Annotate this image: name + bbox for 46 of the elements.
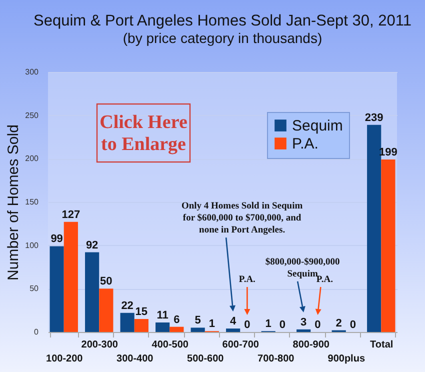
x-tick-label: 400-500: [152, 340, 189, 350]
data-label: 239: [364, 112, 384, 124]
x-tick-label: 800-900: [292, 340, 330, 350]
y-tick-label: 0: [34, 328, 40, 336]
data-label: 0: [314, 319, 321, 331]
y-tick-label: 250: [25, 110, 40, 120]
data-label: 3: [300, 316, 307, 328]
y-tick-label: 50: [30, 284, 40, 294]
annotation: Only 4 Homes Sold in Sequim for $600,000 to $700,000, and none in Port Angeles.: [182, 202, 303, 236]
data-label: 0: [350, 319, 356, 331]
data-label: 127: [62, 208, 80, 221]
y-tick-label: 300: [25, 68, 40, 76]
enlarge-button: Click Here to Enlarge: [96, 103, 191, 163]
data-label: 92: [86, 239, 98, 252]
annotation: P.A.: [316, 275, 333, 285]
x-tick-label: 900plus: [328, 354, 366, 364]
x-tick-label: 500-600: [187, 354, 224, 364]
legend-label: P.A.: [292, 136, 318, 152]
annotation: P.A.: [238, 275, 256, 285]
data-label: 2: [336, 317, 342, 330]
data-label: 1: [265, 318, 272, 330]
x-tick-label: Total: [370, 340, 394, 350]
legend-label: Sequim: [292, 118, 343, 134]
y-tick-label: 200: [25, 154, 40, 164]
x-tick-label: 100-200: [46, 354, 84, 364]
data-label: 1: [208, 318, 215, 330]
x-tick-label: 200-300: [81, 340, 118, 350]
y-tick-label: 100: [25, 240, 40, 250]
data-label: 0: [279, 319, 286, 331]
data-label: 11: [156, 309, 168, 322]
x-tick-label: 600-700: [222, 340, 260, 350]
data-label: 50: [100, 276, 112, 288]
data-label: 22: [121, 300, 134, 312]
x-tick-label: 300-400: [116, 354, 154, 364]
data-label: 15: [135, 306, 148, 318]
data-label: 6: [174, 314, 180, 326]
data-label: 4: [230, 316, 238, 328]
y-axis-title: Number of Homes Sold: [5, 124, 22, 280]
data-label: 0: [244, 319, 250, 331]
annotation: Click Here to Enlarge: [100, 112, 188, 155]
chart-title: Sequim & Port Angeles Homes Sold Jan-Sept 30, 2011: [34, 12, 412, 30]
x-tick-label: 700-800: [258, 354, 295, 364]
data-label: 99: [50, 233, 63, 246]
data-label: 5: [194, 314, 201, 327]
y-tick-label: 150: [25, 198, 40, 206]
chart-subtitle: (by price category in thousands): [122, 30, 322, 46]
